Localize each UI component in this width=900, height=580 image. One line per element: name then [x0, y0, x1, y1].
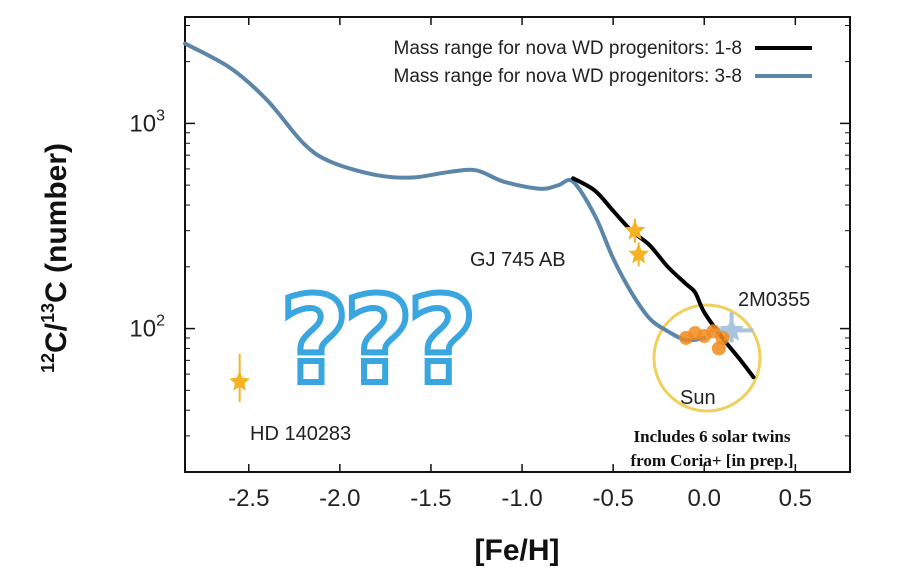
- legend: Mass range for nova WD progenitors: 1-8 …: [394, 38, 812, 87]
- y-axis-title-c2: C (number): [40, 143, 73, 303]
- annotation-gj745: GJ 745 AB: [470, 249, 566, 271]
- annotation-sun: Sun: [680, 387, 716, 409]
- y-axis-title: 12C/13C (number): [38, 143, 73, 373]
- annotation-hd140283: HD 140283: [250, 423, 351, 445]
- point-hd-140283: [229, 370, 251, 391]
- x-tick-label: -1.5: [410, 485, 451, 512]
- y-axis-title-sup1: 12: [38, 353, 58, 373]
- plot-frame: [184, 16, 851, 473]
- series-line-1: [571, 176, 756, 380]
- legend-label-2: Mass range for nova WD progenitors: 3-8: [394, 66, 743, 87]
- x-axis: -2.5 -2.0 -1.5 -1.0 -0.5 0.0 0.5: [228, 17, 812, 512]
- question-marks: ???: [280, 272, 471, 411]
- x-tick-label: 0.0: [688, 485, 721, 512]
- series-line-2: [183, 41, 707, 343]
- y-axis-title-sup2: 13: [38, 303, 58, 323]
- y-tick-label: 102: [129, 313, 165, 343]
- x-tick-label: 0.5: [779, 485, 812, 512]
- y-tick-label: 103: [129, 107, 165, 137]
- y-axis: 102 103: [129, 24, 850, 473]
- x-tick-label: -0.5: [592, 485, 633, 512]
- note-line-2: from Coria+ [in prep.]: [631, 451, 794, 470]
- point-gj-745-ab: [624, 219, 646, 240]
- point-sun: [711, 341, 726, 356]
- point-gj-745-ab: [628, 243, 650, 264]
- x-tick-label: -2.5: [228, 485, 269, 512]
- legend-label-1: Mass range for nova WD progenitors: 1-8: [394, 38, 743, 59]
- x-tick-label: -2.0: [319, 485, 360, 512]
- note-line-1: Includes 6 solar twins: [634, 427, 791, 446]
- y-axis-title-c1: C/: [40, 322, 73, 353]
- sun-highlight-circle: [652, 303, 762, 413]
- x-axis-title: [Fe/H]: [475, 534, 560, 567]
- x-tick-label: -1.0: [501, 485, 542, 512]
- annotation-2m0355: 2M0355: [738, 289, 810, 311]
